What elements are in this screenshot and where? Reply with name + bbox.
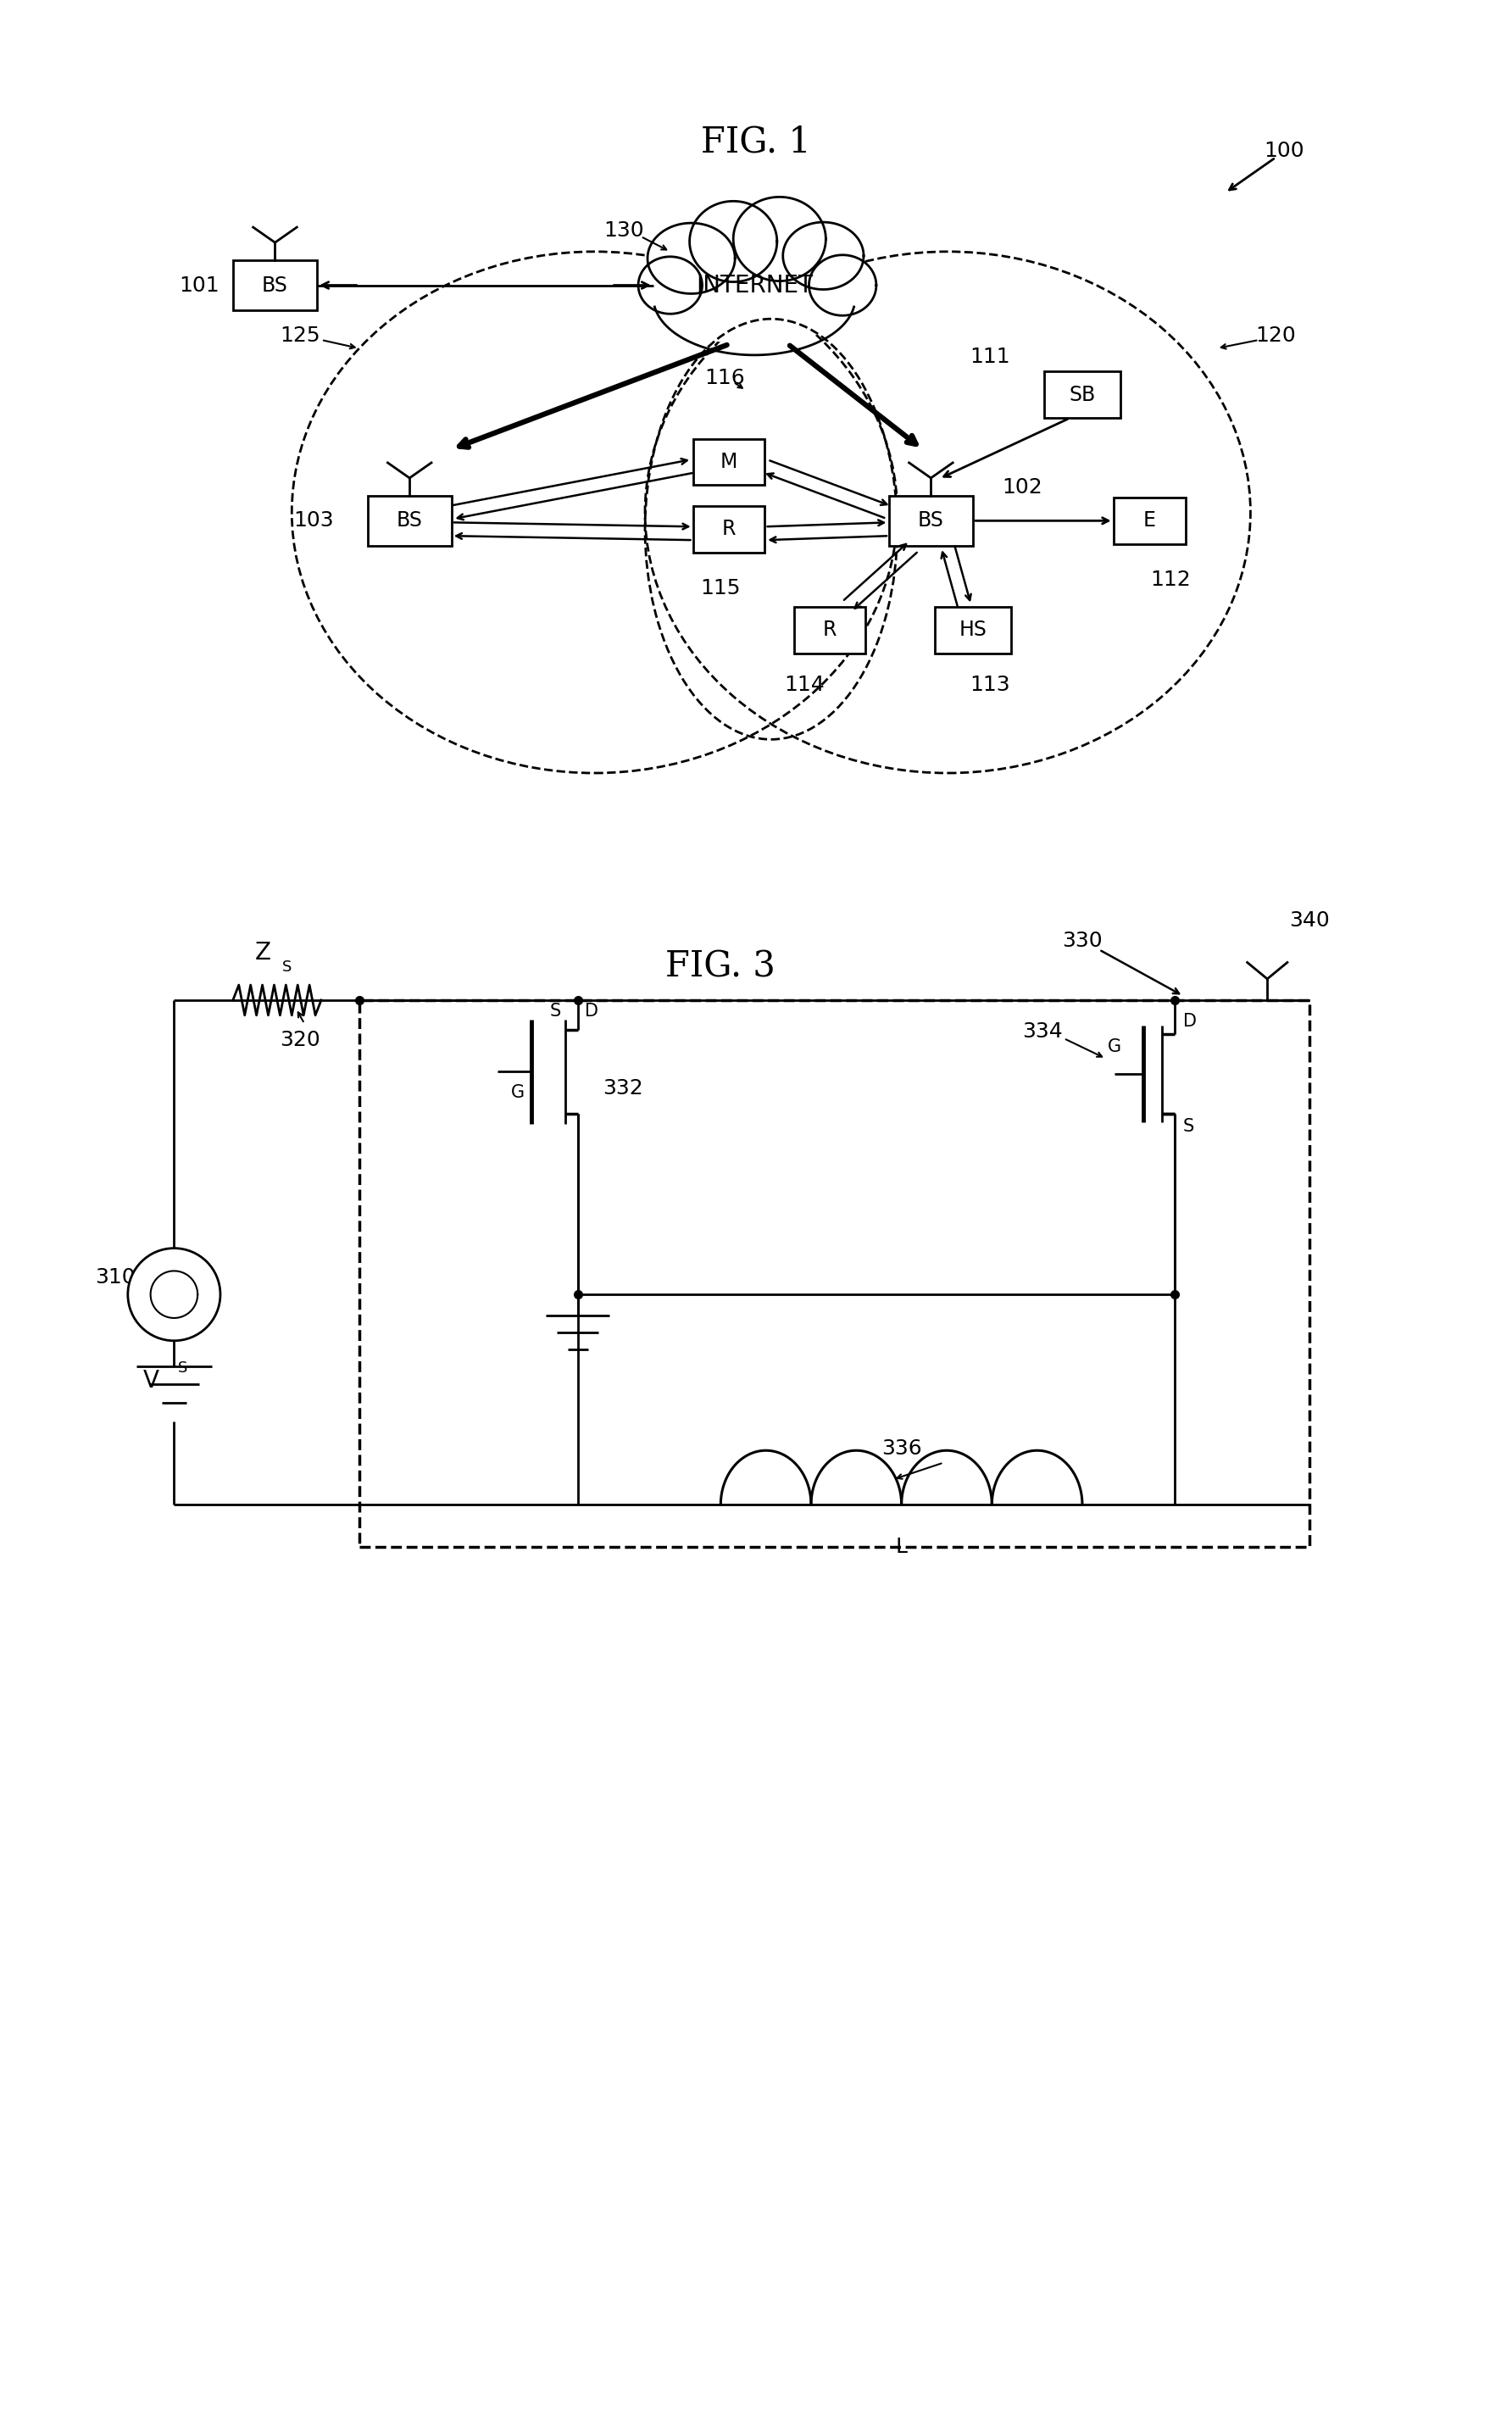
Text: 330: 330 bbox=[1061, 932, 1102, 951]
Text: R: R bbox=[723, 519, 736, 538]
Text: S: S bbox=[1184, 1118, 1194, 1135]
Text: 332: 332 bbox=[603, 1079, 644, 1098]
Text: 130: 130 bbox=[603, 220, 644, 241]
Text: S: S bbox=[281, 961, 292, 975]
Text: FIG. 1: FIG. 1 bbox=[702, 126, 810, 159]
Ellipse shape bbox=[638, 256, 702, 314]
Bar bbox=[1114, 497, 1185, 543]
Circle shape bbox=[129, 1248, 221, 1340]
Text: 101: 101 bbox=[178, 275, 219, 295]
Text: 112: 112 bbox=[1151, 570, 1191, 589]
Text: SB: SB bbox=[1069, 384, 1096, 406]
Text: 340: 340 bbox=[1290, 910, 1329, 929]
Ellipse shape bbox=[809, 256, 877, 316]
Ellipse shape bbox=[733, 198, 826, 280]
Ellipse shape bbox=[783, 222, 863, 290]
Text: D: D bbox=[1184, 1011, 1198, 1028]
Bar bbox=[367, 495, 452, 546]
Text: Z: Z bbox=[254, 941, 271, 966]
Bar bbox=[694, 439, 765, 485]
Ellipse shape bbox=[689, 200, 777, 282]
Text: 120: 120 bbox=[1255, 326, 1296, 345]
Text: D: D bbox=[585, 1002, 599, 1019]
Bar bbox=[694, 507, 765, 553]
Text: 334: 334 bbox=[1022, 1021, 1063, 1043]
Text: 102: 102 bbox=[1002, 478, 1043, 497]
Text: 114: 114 bbox=[785, 674, 826, 695]
Text: 111: 111 bbox=[969, 348, 1010, 367]
Text: 310: 310 bbox=[95, 1267, 136, 1287]
Text: 320: 320 bbox=[280, 1028, 321, 1050]
Text: S: S bbox=[178, 1359, 187, 1376]
Text: 125: 125 bbox=[280, 326, 321, 345]
Bar bbox=[358, 999, 1309, 1547]
Bar bbox=[233, 261, 318, 311]
Text: 116: 116 bbox=[705, 367, 745, 389]
Ellipse shape bbox=[647, 222, 735, 295]
Bar bbox=[794, 606, 866, 654]
Text: 115: 115 bbox=[700, 577, 741, 599]
Text: BS: BS bbox=[396, 512, 423, 531]
Text: 336: 336 bbox=[881, 1439, 922, 1458]
Text: V: V bbox=[142, 1369, 159, 1393]
Text: 103: 103 bbox=[293, 512, 334, 531]
Ellipse shape bbox=[646, 234, 863, 345]
Text: L: L bbox=[895, 1538, 907, 1557]
Text: R: R bbox=[823, 620, 838, 640]
Bar bbox=[1045, 372, 1120, 418]
Text: HS: HS bbox=[959, 620, 987, 640]
Text: 113: 113 bbox=[969, 674, 1010, 695]
Text: BS: BS bbox=[262, 275, 289, 295]
Text: E: E bbox=[1143, 512, 1155, 531]
Bar bbox=[934, 606, 1012, 654]
Text: G: G bbox=[511, 1084, 525, 1101]
Text: INTERNET: INTERNET bbox=[696, 273, 813, 297]
Text: S: S bbox=[550, 1002, 561, 1019]
Text: M: M bbox=[720, 451, 738, 473]
Text: FIG. 3: FIG. 3 bbox=[665, 949, 776, 985]
Bar bbox=[889, 495, 972, 546]
Text: BS: BS bbox=[918, 512, 943, 531]
Text: 100: 100 bbox=[1264, 140, 1305, 162]
Text: G: G bbox=[1107, 1038, 1120, 1055]
